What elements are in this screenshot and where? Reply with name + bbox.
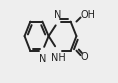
Text: O: O [81,52,88,62]
Text: OH: OH [81,10,96,20]
Text: N: N [39,54,46,64]
Text: NH: NH [51,53,65,63]
Text: N: N [55,10,62,20]
